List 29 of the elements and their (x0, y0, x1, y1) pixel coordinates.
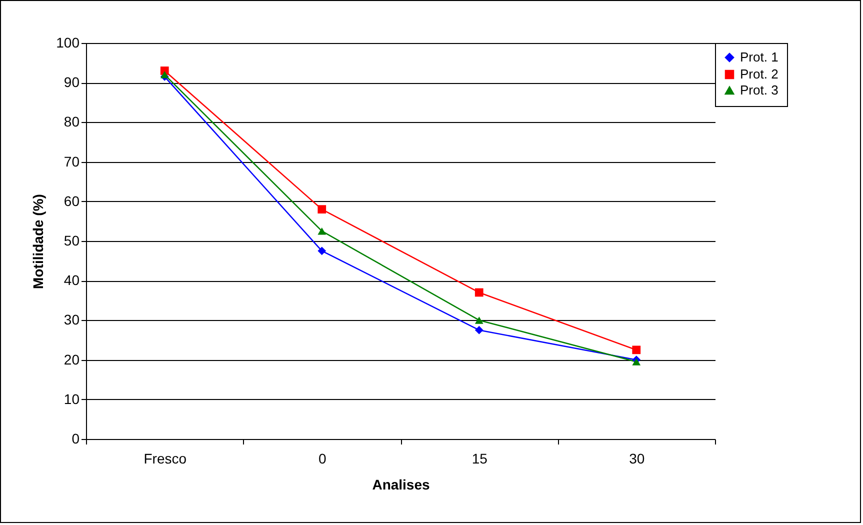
y-tick-label: 30 (64, 312, 80, 328)
point (632, 358, 641, 366)
y-tick-label: 20 (64, 351, 80, 368)
x-tick-label: 30 (629, 450, 645, 466)
point (474, 288, 484, 297)
y-tick-label: 80 (64, 114, 80, 130)
x-tick-label: 0 (318, 450, 326, 466)
y-axis-title: Motilidade (%) (30, 194, 46, 289)
y-tick-label: 60 (64, 192, 80, 209)
legend-label: Prot. 1 (740, 50, 778, 64)
point (318, 246, 326, 256)
y-tick-label: 100 (56, 34, 80, 50)
x-tick-label: Fresco (144, 450, 187, 466)
point (632, 346, 641, 354)
y-tick-label: 70 (64, 153, 80, 170)
y-tick-label: 10 (64, 390, 80, 407)
y-tick-label: 90 (64, 74, 80, 90)
point (318, 227, 326, 235)
point (160, 71, 169, 78)
y-tick-label: 50 (64, 232, 80, 248)
y-tick-label: 40 (64, 272, 80, 288)
point (474, 326, 484, 334)
y-tick-label: 0 (72, 430, 80, 446)
point (318, 205, 326, 214)
x-tick-label: 15 (472, 450, 488, 466)
x-axis-title: Analises (372, 476, 430, 492)
point (474, 316, 484, 324)
legend-label: Prot. 2 (740, 66, 778, 82)
legend-label: Prot. 3 (740, 82, 778, 98)
